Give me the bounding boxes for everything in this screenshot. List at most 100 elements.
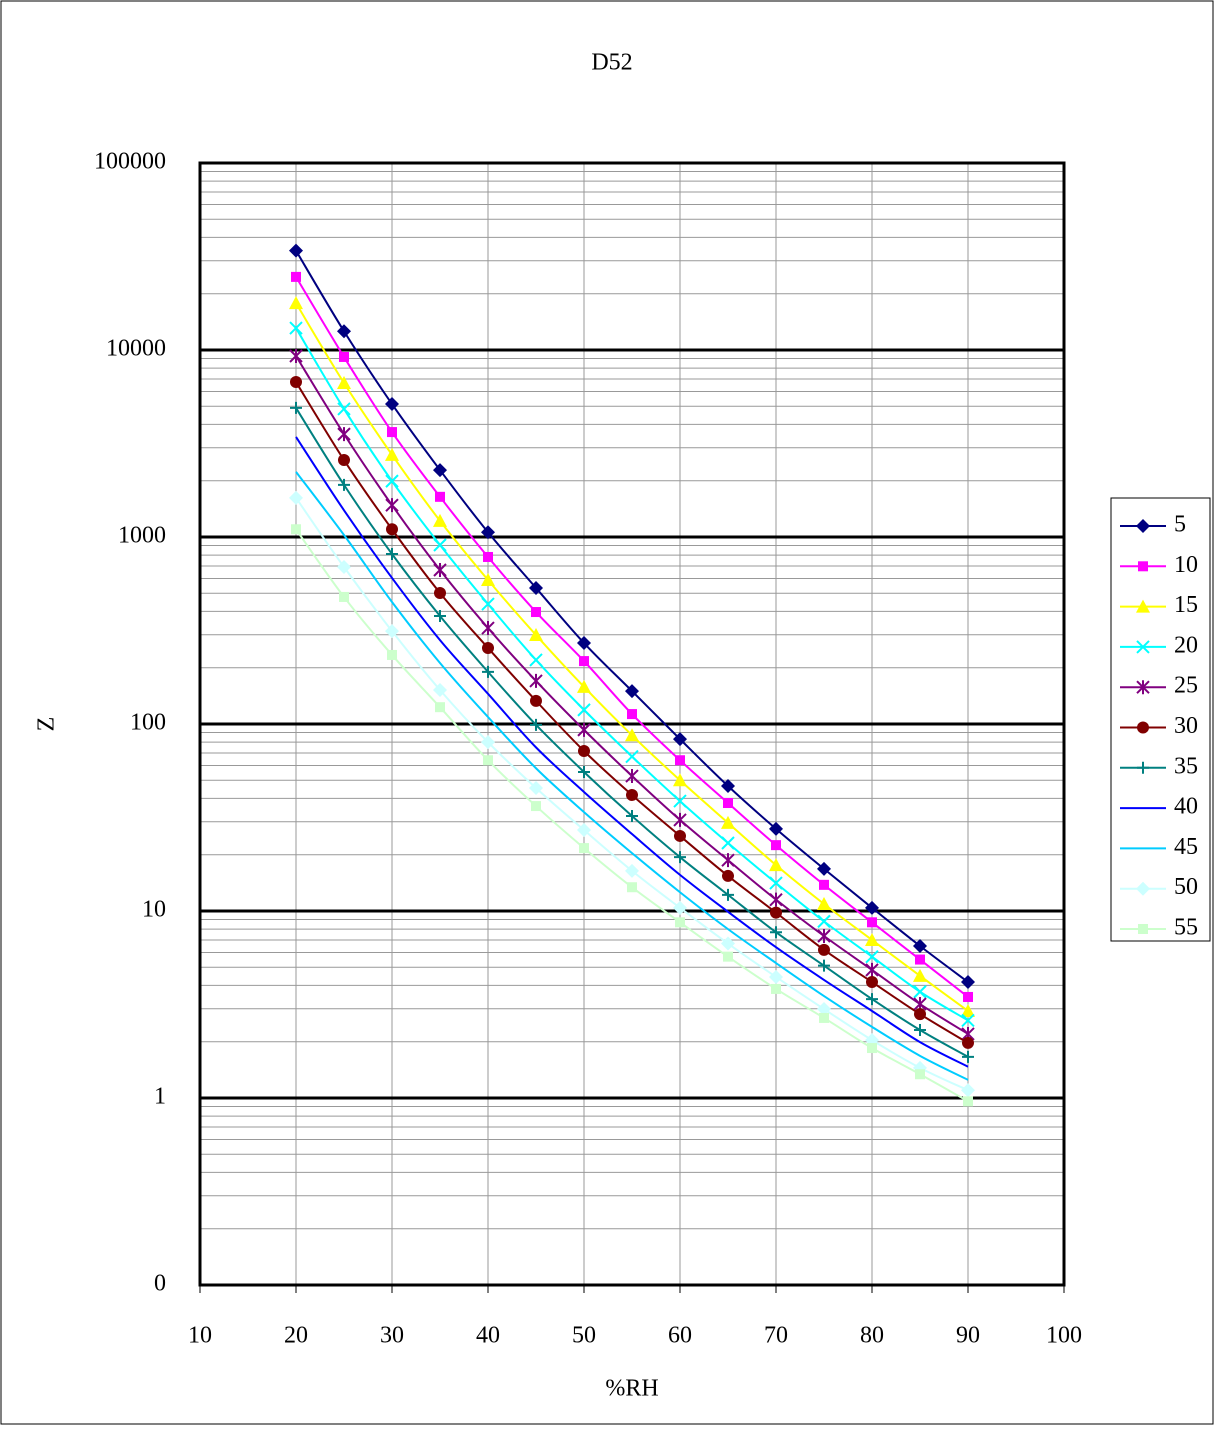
marker xyxy=(673,900,687,915)
marker xyxy=(529,780,543,795)
legend-entry: 30 xyxy=(1120,713,1198,739)
marker xyxy=(481,621,495,636)
marker xyxy=(865,900,879,915)
marker xyxy=(290,376,302,389)
marker xyxy=(866,976,878,989)
marker xyxy=(531,607,541,618)
marker xyxy=(1138,924,1148,934)
marker xyxy=(722,869,734,882)
marker xyxy=(481,572,495,586)
marker xyxy=(337,324,351,339)
marker xyxy=(963,1096,973,1107)
marker xyxy=(289,243,303,258)
marker xyxy=(1136,680,1150,695)
x-tick-label: 20 xyxy=(284,1323,308,1349)
x-tick-label: 80 xyxy=(860,1323,884,1349)
marker xyxy=(433,538,447,552)
marker xyxy=(915,1069,925,1080)
marker xyxy=(914,1008,926,1021)
marker xyxy=(1137,721,1149,734)
marker xyxy=(722,888,734,901)
marker xyxy=(723,951,733,962)
legend-label: 40 xyxy=(1174,794,1198,820)
marker xyxy=(1136,881,1150,896)
legend-box xyxy=(1110,497,1211,942)
marker xyxy=(529,628,543,642)
marker xyxy=(387,427,397,438)
marker xyxy=(385,498,399,513)
x-tick-label: 50 xyxy=(572,1323,596,1349)
legend-label: 30 xyxy=(1174,713,1198,739)
legend-label: 10 xyxy=(1174,552,1198,578)
marker xyxy=(578,765,590,778)
marker xyxy=(531,801,541,812)
legend-entry: 20 xyxy=(1120,632,1198,658)
marker xyxy=(386,523,398,536)
marker xyxy=(721,836,735,850)
marker xyxy=(962,1050,974,1063)
marker xyxy=(769,821,783,836)
plot-border xyxy=(198,161,1066,1287)
legend-entry: 45 xyxy=(1120,834,1198,860)
marker xyxy=(963,991,973,1002)
x-tick-label: 70 xyxy=(764,1323,788,1349)
marker xyxy=(817,1002,831,1017)
legend-label: 55 xyxy=(1174,915,1198,941)
marker xyxy=(289,321,303,335)
marker xyxy=(290,401,302,414)
marker xyxy=(673,794,687,808)
series-line xyxy=(295,471,969,1081)
marker xyxy=(962,1036,974,1049)
marker xyxy=(483,755,493,766)
marker xyxy=(289,296,303,310)
legend-label: 35 xyxy=(1174,753,1198,779)
x-tick-label: 100 xyxy=(1046,1323,1082,1349)
marker xyxy=(913,985,927,999)
marker xyxy=(289,348,303,363)
marker xyxy=(961,1013,975,1028)
marker xyxy=(433,463,447,478)
legend-label: 25 xyxy=(1174,673,1198,699)
marker xyxy=(337,376,351,390)
y-tick-label: 1 xyxy=(154,1084,166,1110)
legend-entry: 5 xyxy=(1120,512,1186,538)
marker xyxy=(675,755,685,766)
legend-entry: 15 xyxy=(1120,592,1198,618)
marker xyxy=(915,954,925,965)
marker xyxy=(865,962,879,977)
y-tick-label: 10000 xyxy=(106,336,166,362)
marker xyxy=(914,1024,926,1036)
marker xyxy=(769,969,783,984)
marker xyxy=(721,853,735,868)
marker xyxy=(434,586,446,599)
marker xyxy=(723,798,733,809)
marker xyxy=(961,1003,975,1017)
marker xyxy=(771,840,781,851)
marker xyxy=(769,858,783,872)
marker xyxy=(817,914,831,929)
marker xyxy=(338,454,350,467)
marker xyxy=(867,917,877,928)
marker xyxy=(625,749,639,764)
marker xyxy=(481,735,495,750)
marker xyxy=(481,597,495,611)
marker xyxy=(529,673,543,688)
x-axis-label: %RH xyxy=(605,1376,658,1402)
marker xyxy=(433,563,447,578)
marker xyxy=(625,769,639,784)
marker xyxy=(579,843,589,854)
marker xyxy=(818,959,830,972)
marker xyxy=(913,938,927,953)
marker xyxy=(529,653,543,667)
marker xyxy=(291,524,301,535)
marker xyxy=(627,882,637,893)
marker xyxy=(577,722,591,737)
marker xyxy=(482,641,494,654)
marker xyxy=(291,271,301,282)
marker xyxy=(385,397,399,412)
marker xyxy=(1138,561,1148,572)
marker xyxy=(435,702,445,713)
y-axis-label: Z xyxy=(34,717,60,732)
marker xyxy=(433,682,447,697)
marker xyxy=(577,636,591,651)
